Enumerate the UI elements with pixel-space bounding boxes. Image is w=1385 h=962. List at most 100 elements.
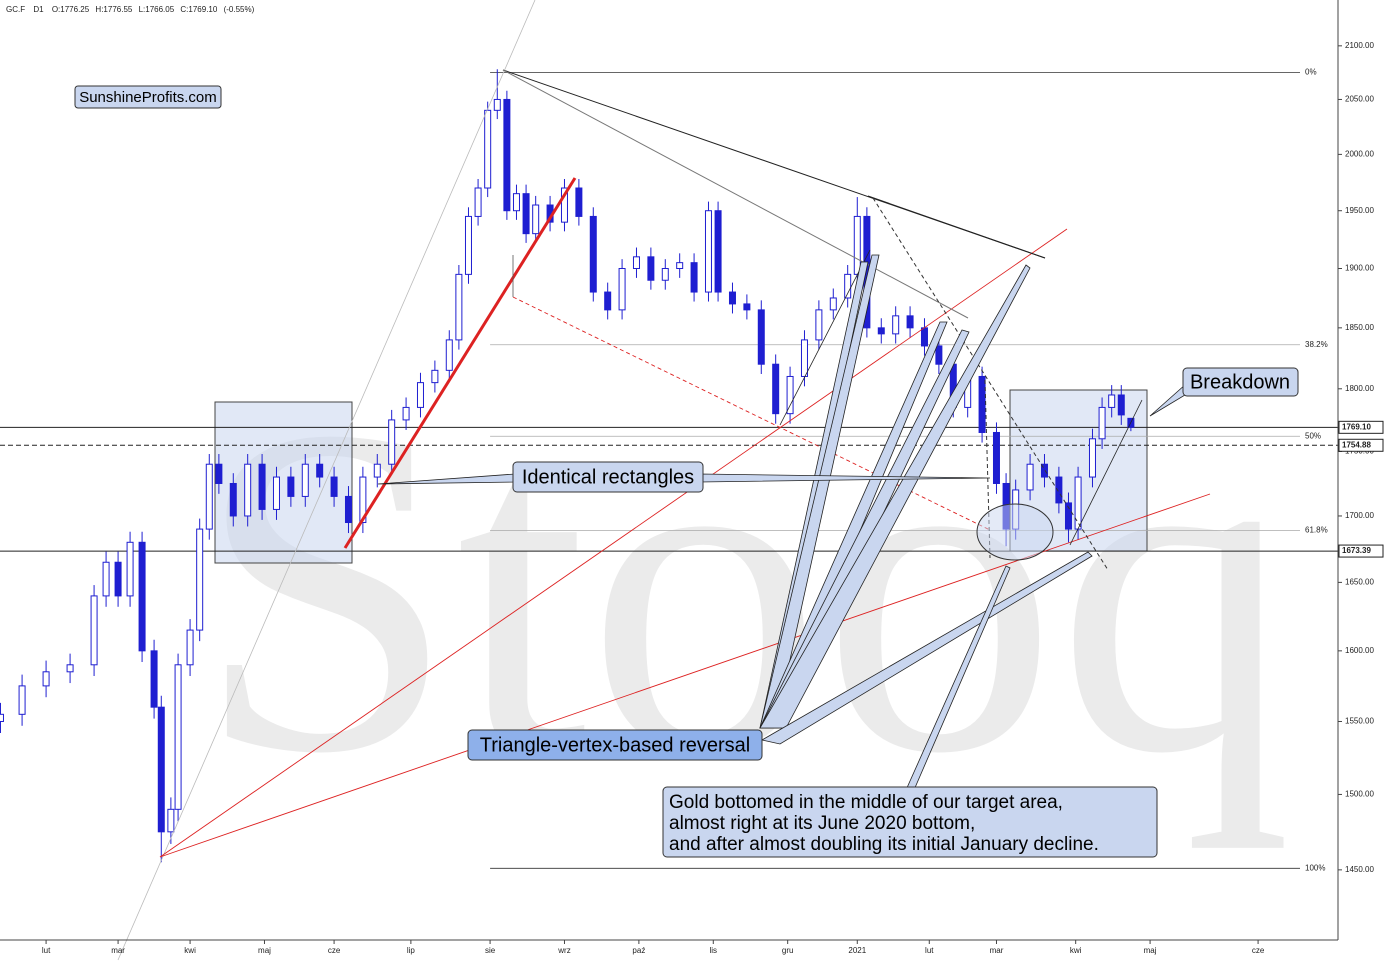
price-label: 1754.88 bbox=[1342, 440, 1371, 449]
candle-body bbox=[330, 476, 338, 497]
candle-body bbox=[575, 187, 583, 217]
candle-body bbox=[632, 256, 640, 270]
x-tick-label: maj bbox=[258, 946, 271, 955]
candle-body bbox=[800, 339, 808, 377]
candle-body bbox=[743, 303, 751, 311]
candle-body bbox=[464, 215, 472, 275]
price-label: 1769.10 bbox=[1342, 422, 1371, 431]
candle-body bbox=[431, 369, 439, 384]
trend-line bbox=[1069, 399, 1143, 546]
candle-body bbox=[272, 476, 280, 510]
annotation: Identical rectangles bbox=[522, 466, 694, 488]
candle-body bbox=[1064, 502, 1072, 530]
x-tick-label: lut bbox=[925, 946, 934, 955]
trend-line bbox=[872, 197, 1109, 571]
change: (-0.55%) bbox=[224, 5, 255, 14]
candle-body bbox=[205, 463, 213, 530]
candle-body bbox=[1074, 476, 1082, 530]
candle-body bbox=[196, 528, 204, 631]
grid-layer bbox=[0, 72, 1338, 869]
close-value: 1769.10 bbox=[188, 5, 217, 14]
candle-body bbox=[344, 495, 352, 524]
fib-label: 38.2% bbox=[1305, 340, 1328, 349]
rectangle-zone bbox=[214, 401, 353, 564]
annotation-line: Gold bottomed in the middle of our targe… bbox=[669, 792, 1063, 813]
candle-body bbox=[258, 463, 266, 510]
candle-body bbox=[157, 706, 165, 833]
price-label-box bbox=[1338, 438, 1384, 452]
fib-label: 50% bbox=[1305, 431, 1321, 440]
x-tick-label: kwi bbox=[1070, 946, 1082, 955]
labels: GC.F D1 O:1776.25 H:1776.55 L:1766.05 C:… bbox=[6, 5, 1384, 872]
y-tick-label: 1700.00 bbox=[1345, 511, 1374, 520]
candle-body bbox=[301, 463, 309, 497]
x-tick-label: wrz bbox=[557, 946, 570, 955]
candle-body bbox=[935, 345, 943, 365]
price-label-box bbox=[1338, 420, 1384, 434]
y-tick-label: 1450.00 bbox=[1345, 865, 1374, 874]
high-label: H: bbox=[95, 5, 103, 14]
candle-body bbox=[503, 98, 511, 212]
candle-body bbox=[786, 375, 794, 415]
candle-body bbox=[757, 309, 765, 365]
annotation-box bbox=[512, 461, 704, 493]
x-tick-label: maj bbox=[1144, 946, 1157, 955]
y-tick-label: 1850.00 bbox=[1345, 323, 1374, 332]
annotation-box bbox=[662, 786, 1158, 858]
x-tick-label: lis bbox=[709, 946, 717, 955]
candle-body bbox=[829, 297, 837, 311]
candle-body bbox=[174, 664, 182, 810]
candle-body bbox=[604, 291, 612, 311]
annotation: Triangle-vertex-based reversal bbox=[480, 734, 750, 756]
candle-body bbox=[359, 476, 367, 524]
candle-body bbox=[42, 671, 50, 687]
y-tick-label: 1650.00 bbox=[1345, 577, 1374, 586]
trend-line bbox=[159, 228, 1068, 858]
candle-body bbox=[455, 273, 463, 341]
candle-body bbox=[126, 541, 134, 597]
candle-body bbox=[138, 541, 146, 652]
candle-body bbox=[877, 327, 885, 335]
candle-body bbox=[1098, 406, 1106, 440]
low-value: 1766.05 bbox=[145, 5, 174, 14]
chart-header: GC.F D1 O:1776.25 H:1776.55 L:1766.05 C:… bbox=[6, 5, 255, 14]
background-layer: Stooq bbox=[195, 329, 1292, 851]
y-tick-label: 2050.00 bbox=[1345, 95, 1374, 104]
annotation: Breakdown bbox=[1190, 371, 1290, 393]
candle-body bbox=[906, 315, 914, 329]
candle-body bbox=[532, 204, 540, 235]
candle-body bbox=[522, 193, 530, 235]
y-tick-label: 1550.00 bbox=[1345, 717, 1374, 726]
candle-body bbox=[647, 256, 655, 281]
candle-body bbox=[512, 193, 520, 212]
candle-body bbox=[1088, 438, 1096, 478]
candle-body bbox=[853, 215, 861, 275]
candle-body bbox=[388, 419, 396, 465]
trend-line bbox=[779, 249, 871, 426]
trend-line bbox=[867, 195, 1046, 259]
x-tick-label: paź bbox=[632, 946, 645, 955]
candle-body bbox=[1026, 463, 1034, 491]
candle-body bbox=[474, 187, 482, 217]
interval: D1 bbox=[33, 5, 44, 14]
open-label: O: bbox=[52, 5, 60, 14]
candle-body bbox=[416, 382, 424, 408]
candle-body bbox=[150, 650, 158, 708]
trend-line bbox=[343, 177, 577, 549]
fib-label: 0% bbox=[1305, 68, 1317, 77]
candle-body bbox=[704, 210, 712, 293]
candle-body bbox=[1117, 394, 1125, 416]
symbol: GC.F bbox=[6, 5, 25, 14]
x-tick-label: lut bbox=[42, 946, 51, 955]
y-tick-label: 1900.00 bbox=[1345, 264, 1374, 273]
candle-body bbox=[484, 109, 492, 189]
candle-body bbox=[186, 629, 194, 666]
candle-body bbox=[560, 187, 568, 223]
x-tick-label: 2021 bbox=[848, 946, 866, 955]
candle-body bbox=[18, 685, 26, 715]
callout-pointer bbox=[760, 551, 1093, 745]
candle-body bbox=[0, 713, 4, 722]
